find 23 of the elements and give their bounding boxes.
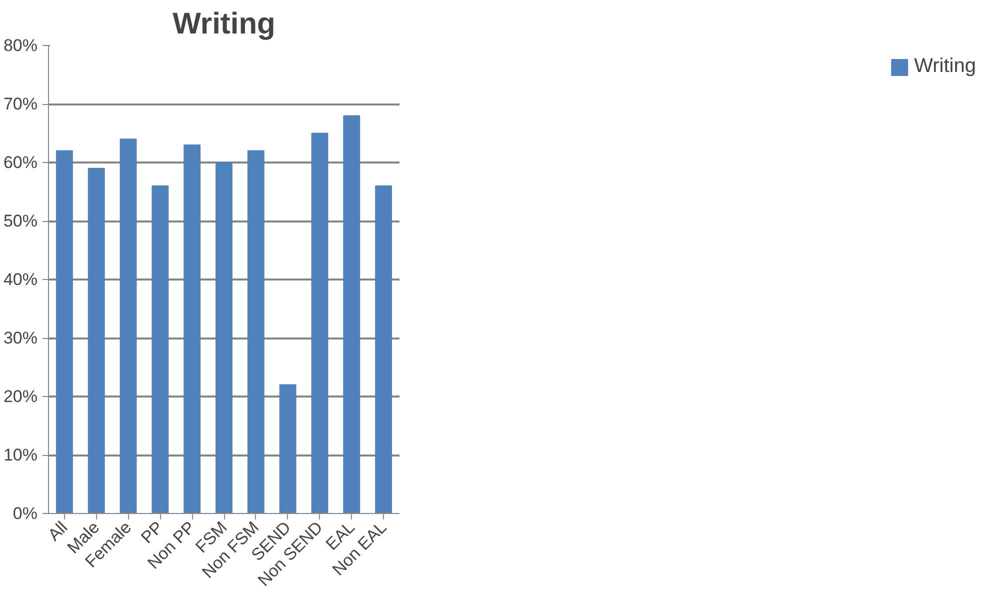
y-tick-label: 20% — [3, 387, 38, 406]
bar — [375, 185, 392, 514]
legend-label: Writing — [914, 55, 976, 78]
y-tick-label: 0% — [12, 504, 38, 523]
y-tick-label: 10% — [3, 446, 38, 464]
bar — [120, 138, 137, 514]
y-tick-label: 50% — [3, 212, 38, 230]
y-tick-label: 70% — [3, 94, 38, 114]
bar — [311, 132, 328, 514]
y-tick-label: 80% — [3, 36, 38, 55]
bar — [88, 168, 105, 514]
bar — [343, 115, 360, 514]
x-tick-label: All — [44, 518, 72, 545]
bar — [56, 150, 73, 514]
bar — [279, 384, 296, 514]
bar — [152, 185, 169, 514]
chart-title: Writing — [172, 8, 276, 40]
bar — [216, 162, 232, 514]
y-tick-label: 60% — [3, 153, 38, 172]
y-tick-label: 40% — [3, 270, 38, 289]
bar — [184, 144, 201, 514]
bar — [247, 150, 264, 514]
y-tick-label: 30% — [3, 328, 38, 348]
